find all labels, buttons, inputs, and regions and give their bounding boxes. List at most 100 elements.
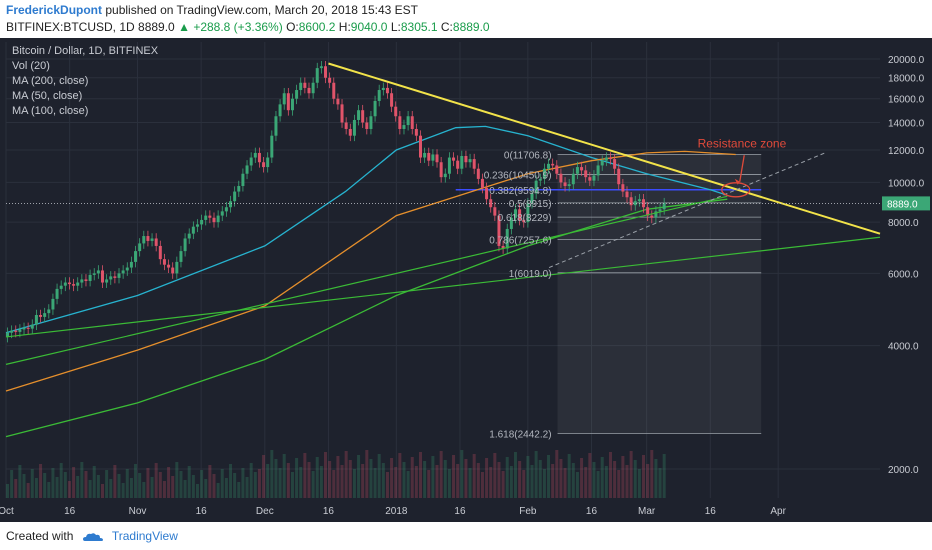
price-tag-box	[882, 196, 930, 211]
volume-bar	[253, 472, 257, 498]
candle	[167, 264, 171, 268]
volume-bar	[249, 463, 253, 498]
volume-bar	[212, 474, 216, 498]
volume-bar	[443, 460, 447, 498]
candle	[191, 226, 195, 234]
volume-bar	[513, 452, 517, 498]
x-tick-label: Dec	[256, 506, 274, 517]
volume-bar	[195, 484, 199, 498]
candle	[332, 82, 336, 99]
candle	[571, 173, 575, 185]
candle	[63, 282, 67, 286]
candle	[555, 165, 559, 174]
candle	[117, 273, 121, 278]
candle	[171, 267, 175, 274]
fib-level-label: 1.618(2442.2)	[489, 429, 551, 440]
candle	[47, 309, 51, 314]
volume-bar	[237, 482, 241, 498]
tradingview-link[interactable]: TradingView	[111, 529, 178, 543]
candle	[200, 219, 204, 225]
candle	[80, 279, 84, 283]
volume-bar	[406, 471, 410, 498]
axes: 2000.0 4000.0 6000.0 8000.0 10000.0 12000.0 14…	[0, 55, 930, 517]
y-tick-label: 20000.0	[888, 55, 925, 66]
candle	[538, 178, 542, 181]
candle	[55, 288, 59, 299]
candle	[224, 207, 228, 212]
candle	[274, 116, 278, 136]
legend-title: Bitcoin / Dollar, 1D, BITFINEX	[12, 45, 159, 57]
volume-bar	[274, 459, 278, 498]
candle	[522, 219, 526, 223]
candle	[134, 251, 138, 262]
volume-bar	[423, 461, 427, 498]
volume-bar	[344, 451, 348, 498]
candle	[51, 298, 55, 310]
candle	[175, 261, 179, 274]
volume-bar	[191, 475, 195, 498]
volume-bar	[51, 468, 55, 498]
volume-bar	[340, 465, 344, 498]
candle	[596, 165, 600, 176]
candle	[290, 98, 294, 111]
candle	[551, 163, 555, 166]
candle	[547, 163, 551, 169]
volume-bars	[6, 450, 666, 498]
candle	[513, 209, 517, 218]
author-link[interactable]: FrederickDupont	[6, 3, 103, 17]
volume-bar	[84, 471, 88, 498]
candle	[369, 116, 373, 129]
l-label: L:	[390, 20, 401, 34]
volume-bar	[592, 462, 596, 498]
candle	[26, 327, 30, 329]
volume-bar	[559, 459, 563, 498]
legend-volume[interactable]: Vol (20)	[12, 60, 50, 72]
resistance-ellipse	[721, 182, 751, 198]
volume-bar	[257, 469, 261, 498]
x-tick-label: 16	[454, 506, 466, 517]
candle	[336, 98, 340, 105]
o-value: 8600.2	[298, 20, 336, 34]
price-chart[interactable]: 0(11706.8) 0.236(10450.9) 0.382(9594.8) 0.5…	[0, 38, 932, 522]
trendlines	[5, 62, 881, 365]
volume-bar	[18, 465, 22, 498]
volume-bar	[584, 467, 588, 498]
volume-bar	[336, 456, 340, 498]
volume-bar	[187, 466, 191, 498]
chart-area[interactable]: 0(11706.8) 0.236(10450.9) 0.382(9594.8) 0.5…	[0, 38, 932, 522]
volume-bar	[324, 452, 328, 498]
volume-bar	[377, 454, 381, 498]
tradingview-logo-icon	[82, 533, 103, 541]
volume-bar	[270, 450, 274, 498]
legend-ma50[interactable]: MA (50, close)	[12, 90, 83, 102]
volume-bar	[485, 458, 489, 498]
legend-ma100[interactable]: MA (100, close)	[12, 105, 89, 117]
symbol-label: BITFINEX:BTCUSD, 1D	[6, 20, 135, 34]
volume-bar	[522, 470, 526, 498]
candle	[385, 87, 389, 94]
y-tick-label: 4000.0	[888, 342, 919, 353]
volume-bar	[88, 480, 92, 498]
volume-bar	[55, 477, 59, 498]
volume-bar	[538, 460, 542, 498]
fib-level-label: 0.786(7257.6)	[489, 236, 551, 247]
candle	[509, 217, 513, 229]
volume-bar	[59, 463, 63, 498]
candle	[361, 110, 365, 123]
volume-bar	[200, 470, 204, 498]
legend-ma200[interactable]: MA (200, close)	[12, 75, 89, 87]
candle	[381, 87, 385, 91]
volume-bar	[303, 453, 307, 498]
candle	[410, 116, 414, 129]
candle	[187, 233, 191, 239]
volume-bar	[435, 465, 439, 498]
candle	[266, 157, 270, 168]
volume-bar	[352, 469, 356, 498]
candle	[480, 178, 484, 188]
y-tick-label: 16000.0	[888, 95, 925, 106]
symbol-line: BITFINEX:BTCUSD, 1D 8889.0 ▲ +288.8 (+3.…	[6, 20, 490, 34]
volume-bar	[278, 468, 282, 498]
volume-bar	[72, 467, 76, 498]
volume-bar	[43, 473, 47, 498]
candle	[584, 170, 588, 178]
